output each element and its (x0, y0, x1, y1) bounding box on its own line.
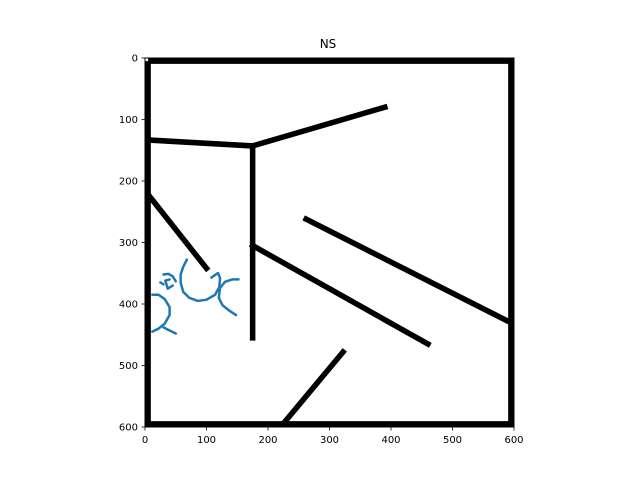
x-tick-label: 600 (504, 435, 523, 446)
map-wall-4 (302, 215, 514, 328)
y-tick-label: 600 (119, 423, 138, 434)
x-tick-label: 500 (443, 435, 462, 446)
x-tick-label: 200 (258, 435, 277, 446)
series-0-curve-5 (162, 326, 177, 335)
x-tick-label: 0 (142, 435, 148, 446)
y-tick-label: 100 (119, 115, 138, 126)
y-tick-label: 0 (132, 54, 138, 65)
y-tick-label: 200 (119, 177, 138, 188)
map-border-wall (145, 58, 514, 427)
series-0-curve-6 (210, 272, 219, 279)
series-0-curve-2 (159, 281, 165, 286)
series-0-curve-3 (164, 278, 174, 290)
x-tick-label: 300 (320, 435, 339, 446)
y-tick-label: 500 (119, 361, 138, 372)
map-wall-3 (248, 241, 432, 348)
series-0-curve-7 (217, 278, 240, 317)
y-tick-label: 400 (119, 300, 138, 311)
y-tick-label: 300 (119, 238, 138, 249)
y-axis: 0 100 200 300 400 500 600 (119, 54, 145, 434)
series-0-curve-1 (162, 272, 177, 283)
chart-title: NS (320, 37, 337, 51)
map-wall-2 (145, 190, 211, 273)
map-wall-5 (277, 348, 347, 427)
x-tick-label: 100 (197, 435, 216, 446)
series-0-curve-0 (179, 258, 222, 303)
map-image (145, 58, 514, 427)
plot-area (144, 57, 515, 428)
x-axis: 0 100 200 300 400 500 600 (142, 427, 524, 446)
x-tick-label: 400 (381, 435, 400, 446)
series-0-curve-4 (151, 293, 171, 333)
